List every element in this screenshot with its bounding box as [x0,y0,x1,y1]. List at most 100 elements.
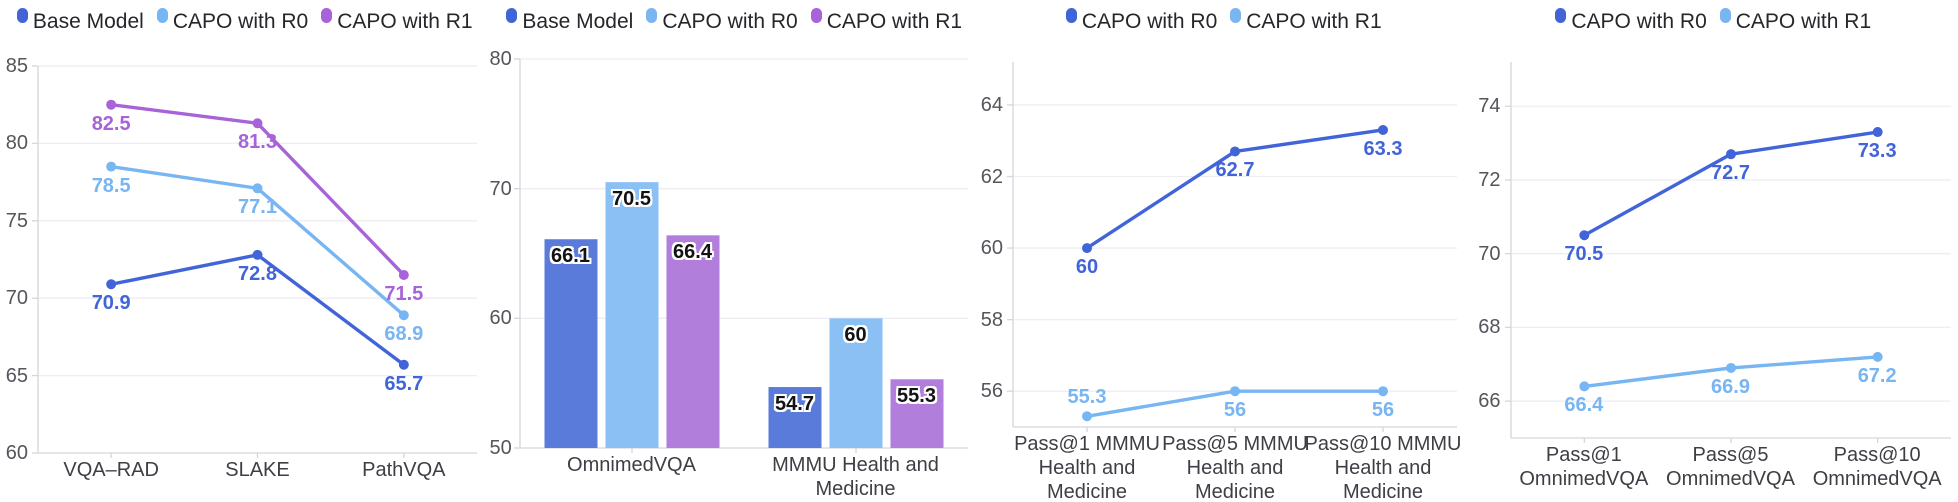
chart-area: 50 60 70 80 OmnimedVQA MMMU Health and Medici… [490,36,980,502]
legend-swatch-icon [646,8,658,23]
data-point-label: 56 [1371,399,1395,422]
data-point-capo-with-r0 [1378,124,1388,135]
legend-item-capo-with-r1[interactable]: CAPO with R1 [1230,8,1382,34]
bar-capo-with-r1-omnimedvqa [666,235,719,448]
x-axis-label-pass-5-mmmu-health-and-medicine: Pass@5 MMMU Health and Medicine [1162,433,1308,502]
x-axis-label-vqa-rad: VQA–RAD [63,459,159,481]
y-tick-label: 64 [980,93,1003,116]
legend-item-capo-with-r1[interactable]: CAPO with R1 [321,8,473,34]
data-point-label: 70.9 [91,292,131,315]
legend-label: CAPO with R1 [1735,10,1872,33]
data-point-label: 73.3 [1857,140,1897,163]
data-point-capo-with-r1 [398,269,409,280]
data-point-label: 71.5 [384,282,424,305]
data-point-label: 62.7 [1215,159,1255,182]
data-point-label: 77.1 [238,196,277,219]
y-tick-label: 70 [1478,242,1501,265]
data-point-capo-with-r0 [252,183,263,194]
data-point-capo-with-r0 [1578,230,1589,241]
data-point-label: 70.5 [1564,243,1604,266]
y-tick-label: 60 [980,237,1003,260]
data-point-label: 72.7 [1711,162,1750,185]
x-axis-label-slake: SLAKE [225,459,290,481]
x-axis-label-pass-1-mmmu-health-and-medicine: Pass@1 MMMU Health and Medicine [1014,433,1160,502]
data-point-capo-with-r0 [106,161,117,172]
data-point-capo-with-r1 [252,118,263,129]
y-tick-label: 80 [489,48,512,70]
data-point-capo-with-r1 [1378,386,1388,397]
bar-value-label: 70.5 [612,188,651,211]
legend: CAPO with R0 CAPO with R1 [979,0,1469,36]
chart-canvas [513,58,968,453]
chart-area: 66 68 70 72 74 Pass@1 OmnimedVQA Pass@5 Omnime… [1469,36,1958,502]
data-point-base-model [398,359,409,370]
chart-panel-overall-benchmarks: Base Model CAPO with R0 CAPO with R1 50 60 7… [490,0,980,502]
legend-swatch-icon [1065,8,1077,23]
bar-value-label: 55.3 [897,385,936,408]
legend-item-capo-with-r1[interactable]: CAPO with R1 [1719,8,1872,34]
data-point-label: 67.2 [1857,364,1897,387]
legend-label: Base Model [522,10,634,33]
data-point-capo-with-r0 [1725,149,1736,160]
y-tick-label: 65 [5,364,28,387]
data-point-label: 65.7 [384,372,424,395]
x-axis-label-omnimedvqa: OmnimedVQA [567,454,696,476]
legend-swatch-icon [321,8,333,23]
data-point-label: 66.4 [1564,394,1604,417]
y-tick-label: 72 [1478,168,1501,191]
y-tick-label: 62 [980,165,1003,188]
x-axis-label-pathvqa: PathVQA [362,459,446,481]
legend-label: CAPO with R1 [1246,10,1382,33]
legend-item-capo-with-r0[interactable]: CAPO with R0 [1555,8,1707,34]
data-point-capo-with-r1 [1578,381,1589,392]
data-point-label: 68.9 [384,323,424,346]
x-axis-label-pass-1-omnimedvqa: Pass@1 OmnimedVQA [1519,444,1649,490]
chart-area: 56 58 60 62 64 Pass@1 MMMU Health and Medicin… [979,36,1469,502]
chart-area: 60 65 70 75 80 85 VQA–RAD SLAKE PathVQA 70.9 72.8 6… [0,36,490,502]
legend-label: CAPO with R1 [337,10,473,33]
data-point-label: 55.3 [1067,386,1107,409]
data-point-label: 66.9 [1711,375,1750,398]
x-axis-label-pass-10-mmmu-health-and-medicine: Pass@10 MMMU Health and Medicine [1304,433,1462,502]
legend-label: CAPO with R0 [662,10,798,33]
bar-value-label: 66.1 [551,245,590,268]
chart-canvas [32,65,477,458]
legend-item-capo-with-r0[interactable]: CAPO with R0 [1065,8,1218,34]
chart-panel-medical-vqa-benchmarks: Base Model CAPO with R0 CAPO with R1 60 65 7… [0,0,490,502]
legend-item-base-model[interactable]: Base Model [506,8,634,34]
legend-label: Base Model [32,10,144,33]
y-tick-label: 75 [5,209,28,232]
x-axis-label-pass-10-omnimedvqa: Pass@10 OmnimedVQA [1812,444,1942,490]
legend-label: CAPO with R1 [826,10,963,33]
data-point-capo-with-r0 [1230,146,1240,157]
legend-item-capo-with-r0[interactable]: CAPO with R0 [156,8,309,34]
legend: CAPO with R0 CAPO with R1 [1469,0,1958,36]
data-point-label: 60 [1075,256,1099,279]
data-point-capo-with-r1 [1725,362,1736,373]
data-point-capo-with-r1 [1082,411,1092,422]
y-tick-label: 70 [489,177,512,200]
data-point-capo-with-r1 [1230,386,1240,397]
y-tick-label: 56 [980,380,1003,403]
data-point-label: 78.5 [91,174,131,197]
bar-capo-with-r0-mmmu-health-and-medicine [829,318,882,448]
legend-swatch-icon [506,8,518,23]
y-tick-label: 85 [5,55,28,77]
data-point-label: 63.3 [1363,137,1403,160]
data-point-capo-with-r1 [106,99,117,110]
legend-label: CAPO with R0 [1081,10,1218,33]
data-point-capo-with-r0 [1872,127,1883,138]
legend-label: CAPO with R0 [1571,10,1707,33]
legend-swatch-icon [1230,8,1242,23]
legend-item-capo-with-r0[interactable]: CAPO with R0 [646,8,798,34]
chart-canvas [1007,62,1457,432]
legend-item-capo-with-r1[interactable]: CAPO with R1 [810,8,963,34]
legend-label: CAPO with R0 [172,10,309,33]
legend-item-base-model[interactable]: Base Model [16,8,144,34]
data-point-label: 82.5 [91,112,131,135]
bar-value-label: 60 [844,324,867,347]
legend-swatch-icon [810,8,822,23]
bar-value-label: 66.4 [673,241,712,264]
data-point-capo-with-r0 [398,310,409,321]
